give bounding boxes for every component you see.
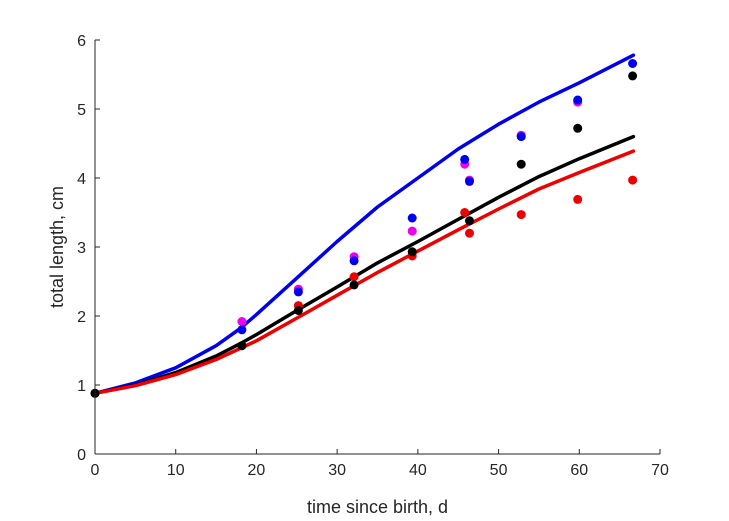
x-tick-label: 10 <box>167 462 185 479</box>
series-lines <box>93 53 636 396</box>
data-point <box>407 247 417 257</box>
data-point <box>237 325 247 335</box>
data-point <box>573 194 583 204</box>
x-tick-label: 60 <box>570 462 588 479</box>
x-tick-label: 30 <box>328 462 346 479</box>
data-point <box>349 256 359 266</box>
data-point <box>407 213 417 223</box>
data-point <box>407 226 417 236</box>
y-tick-label: 2 <box>77 309 86 326</box>
data-point <box>460 154 470 164</box>
x-axis-label: time since birth, d <box>307 497 448 517</box>
y-tick-label: 5 <box>77 102 86 119</box>
y-tick-label: 1 <box>77 378 86 395</box>
x-tick-label: 70 <box>651 462 669 479</box>
y-tick-label: 6 <box>77 33 86 50</box>
data-point <box>628 175 638 185</box>
data-point <box>465 216 474 226</box>
data-point <box>293 287 303 297</box>
y-tick-label: 3 <box>77 240 86 257</box>
data-point <box>465 228 474 238</box>
data-point <box>516 210 526 220</box>
x-tick-label: 20 <box>248 462 266 479</box>
data-point <box>465 176 474 186</box>
data-point <box>460 208 470 217</box>
y-ticks: 0 1 2 3 4 5 6 <box>77 33 100 464</box>
series-points <box>90 59 638 398</box>
data-point <box>628 59 638 68</box>
data-point <box>293 306 303 315</box>
data-point <box>237 317 247 326</box>
model-curve <box>93 134 636 396</box>
x-ticks: 0 10 20 30 40 50 60 70 <box>91 449 669 479</box>
data-point <box>516 159 526 169</box>
data-point <box>628 71 638 81</box>
y-axis-label: total length, cm <box>47 186 67 308</box>
data-point <box>349 280 359 290</box>
model-curve <box>93 149 636 396</box>
data-point <box>237 341 247 351</box>
data-point <box>349 272 359 282</box>
y-tick-label: 4 <box>77 171 86 188</box>
model-curve <box>93 53 636 396</box>
data-point <box>573 95 583 105</box>
data-point <box>516 132 526 142</box>
data-point <box>573 123 583 133</box>
y-tick-label: 0 <box>77 447 86 464</box>
x-tick-label: 50 <box>490 462 508 479</box>
x-tick-label: 40 <box>409 462 427 479</box>
x-tick-label: 0 <box>91 462 100 479</box>
